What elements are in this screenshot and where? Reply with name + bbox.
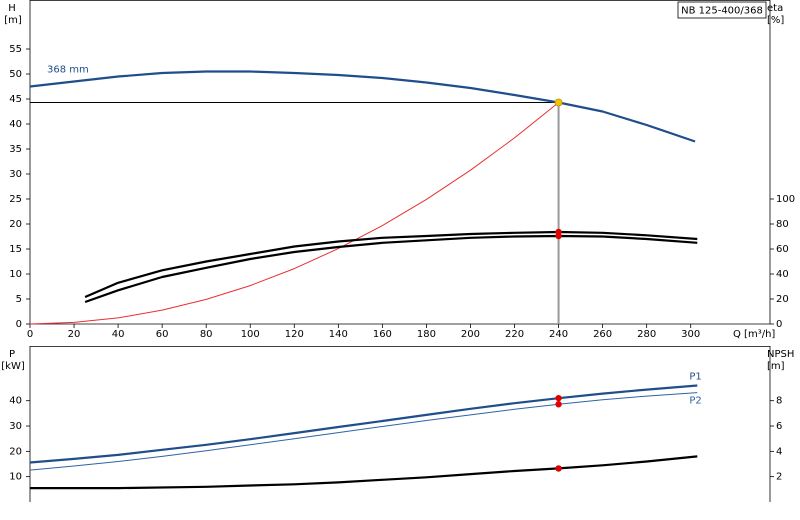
y-axis-unit: [kW] [1, 361, 25, 372]
x-tick-label: 240 [549, 329, 568, 340]
y2-tick-label: 6 [776, 421, 782, 432]
x-tick-label: 40 [112, 329, 125, 340]
duty-marker [555, 465, 562, 472]
curve-label: P1 [689, 372, 701, 383]
y-tick-label: 40 [9, 119, 22, 130]
y2-axis-unit: [m] [767, 361, 785, 372]
curve [29, 392, 698, 471]
y2-axis-label: NPSH [767, 349, 794, 360]
curve [29, 70, 696, 143]
y-tick-label: 40 [9, 396, 22, 407]
x-tick-label: 260 [593, 329, 612, 340]
x-tick-label: 140 [329, 329, 348, 340]
x-axis-label: Q [m³/h] [733, 329, 775, 340]
x-tick-label: 120 [285, 329, 304, 340]
y-tick-label: 10 [9, 472, 22, 483]
y2-tick-label: 2 [776, 472, 782, 483]
title-box [677, 1, 767, 19]
x-tick-label: 80 [200, 329, 213, 340]
x-tick-label: 200 [461, 329, 480, 340]
y2-tick-label: 0 [776, 319, 782, 330]
x-tick-label: 220 [505, 329, 524, 340]
y2-tick-label: 20 [776, 294, 789, 305]
y-tick-label: 25 [9, 194, 22, 205]
y-axis-label: H [8, 3, 16, 14]
y-tick-label: 35 [9, 144, 22, 155]
y-tick-label: 45 [9, 94, 22, 105]
y-tick-label: 10 [9, 269, 22, 280]
y2-tick-label: 40 [776, 269, 789, 280]
y-tick-label: 30 [9, 421, 22, 432]
curve [84, 234, 698, 304]
x-tick-label: 180 [417, 329, 436, 340]
y2-tick-label: 8 [776, 396, 782, 407]
y-tick-label: 20 [9, 446, 22, 457]
chart-title: NB 125-400/368 [681, 6, 763, 17]
curve [29, 384, 698, 464]
y2-axis-label: eta [767, 3, 783, 14]
x-tick-label: 160 [373, 329, 392, 340]
y-tick-label: 30 [9, 169, 22, 180]
duty-point [554, 98, 563, 107]
x-tick-label: 0 [27, 329, 33, 340]
curve-label: 368 mm [47, 65, 89, 76]
y-tick-label: 5 [16, 294, 22, 305]
y2-tick-label: 60 [776, 244, 789, 255]
y2-axis-unit: [%] [767, 15, 784, 26]
y-tick-label: 20 [9, 219, 22, 230]
x-tick-label: 100 [241, 329, 260, 340]
y2-tick-label: 100 [776, 194, 795, 205]
x-tick-label: 300 [681, 329, 700, 340]
y-axis-label: P [9, 349, 15, 360]
y-tick-label: 15 [9, 244, 22, 255]
duty-marker [555, 394, 562, 402]
y-axis-unit: [m] [4, 15, 22, 26]
x-tick-label: 280 [637, 329, 656, 340]
x-tick-label: 60 [156, 329, 169, 340]
y2-tick-label: 4 [776, 446, 782, 457]
y2-tick-label: 80 [776, 219, 789, 230]
y-tick-label: 50 [9, 69, 22, 80]
curve [84, 230, 698, 299]
duty-marker [555, 401, 562, 408]
duty-marker [555, 232, 562, 240]
curve-label: P2 [689, 396, 701, 407]
curve [30, 455, 698, 490]
x-tick-label: 20 [68, 329, 81, 340]
y-tick-label: 0 [16, 319, 22, 330]
curve [29, 102, 559, 325]
y-tick-label: 55 [9, 44, 22, 55]
